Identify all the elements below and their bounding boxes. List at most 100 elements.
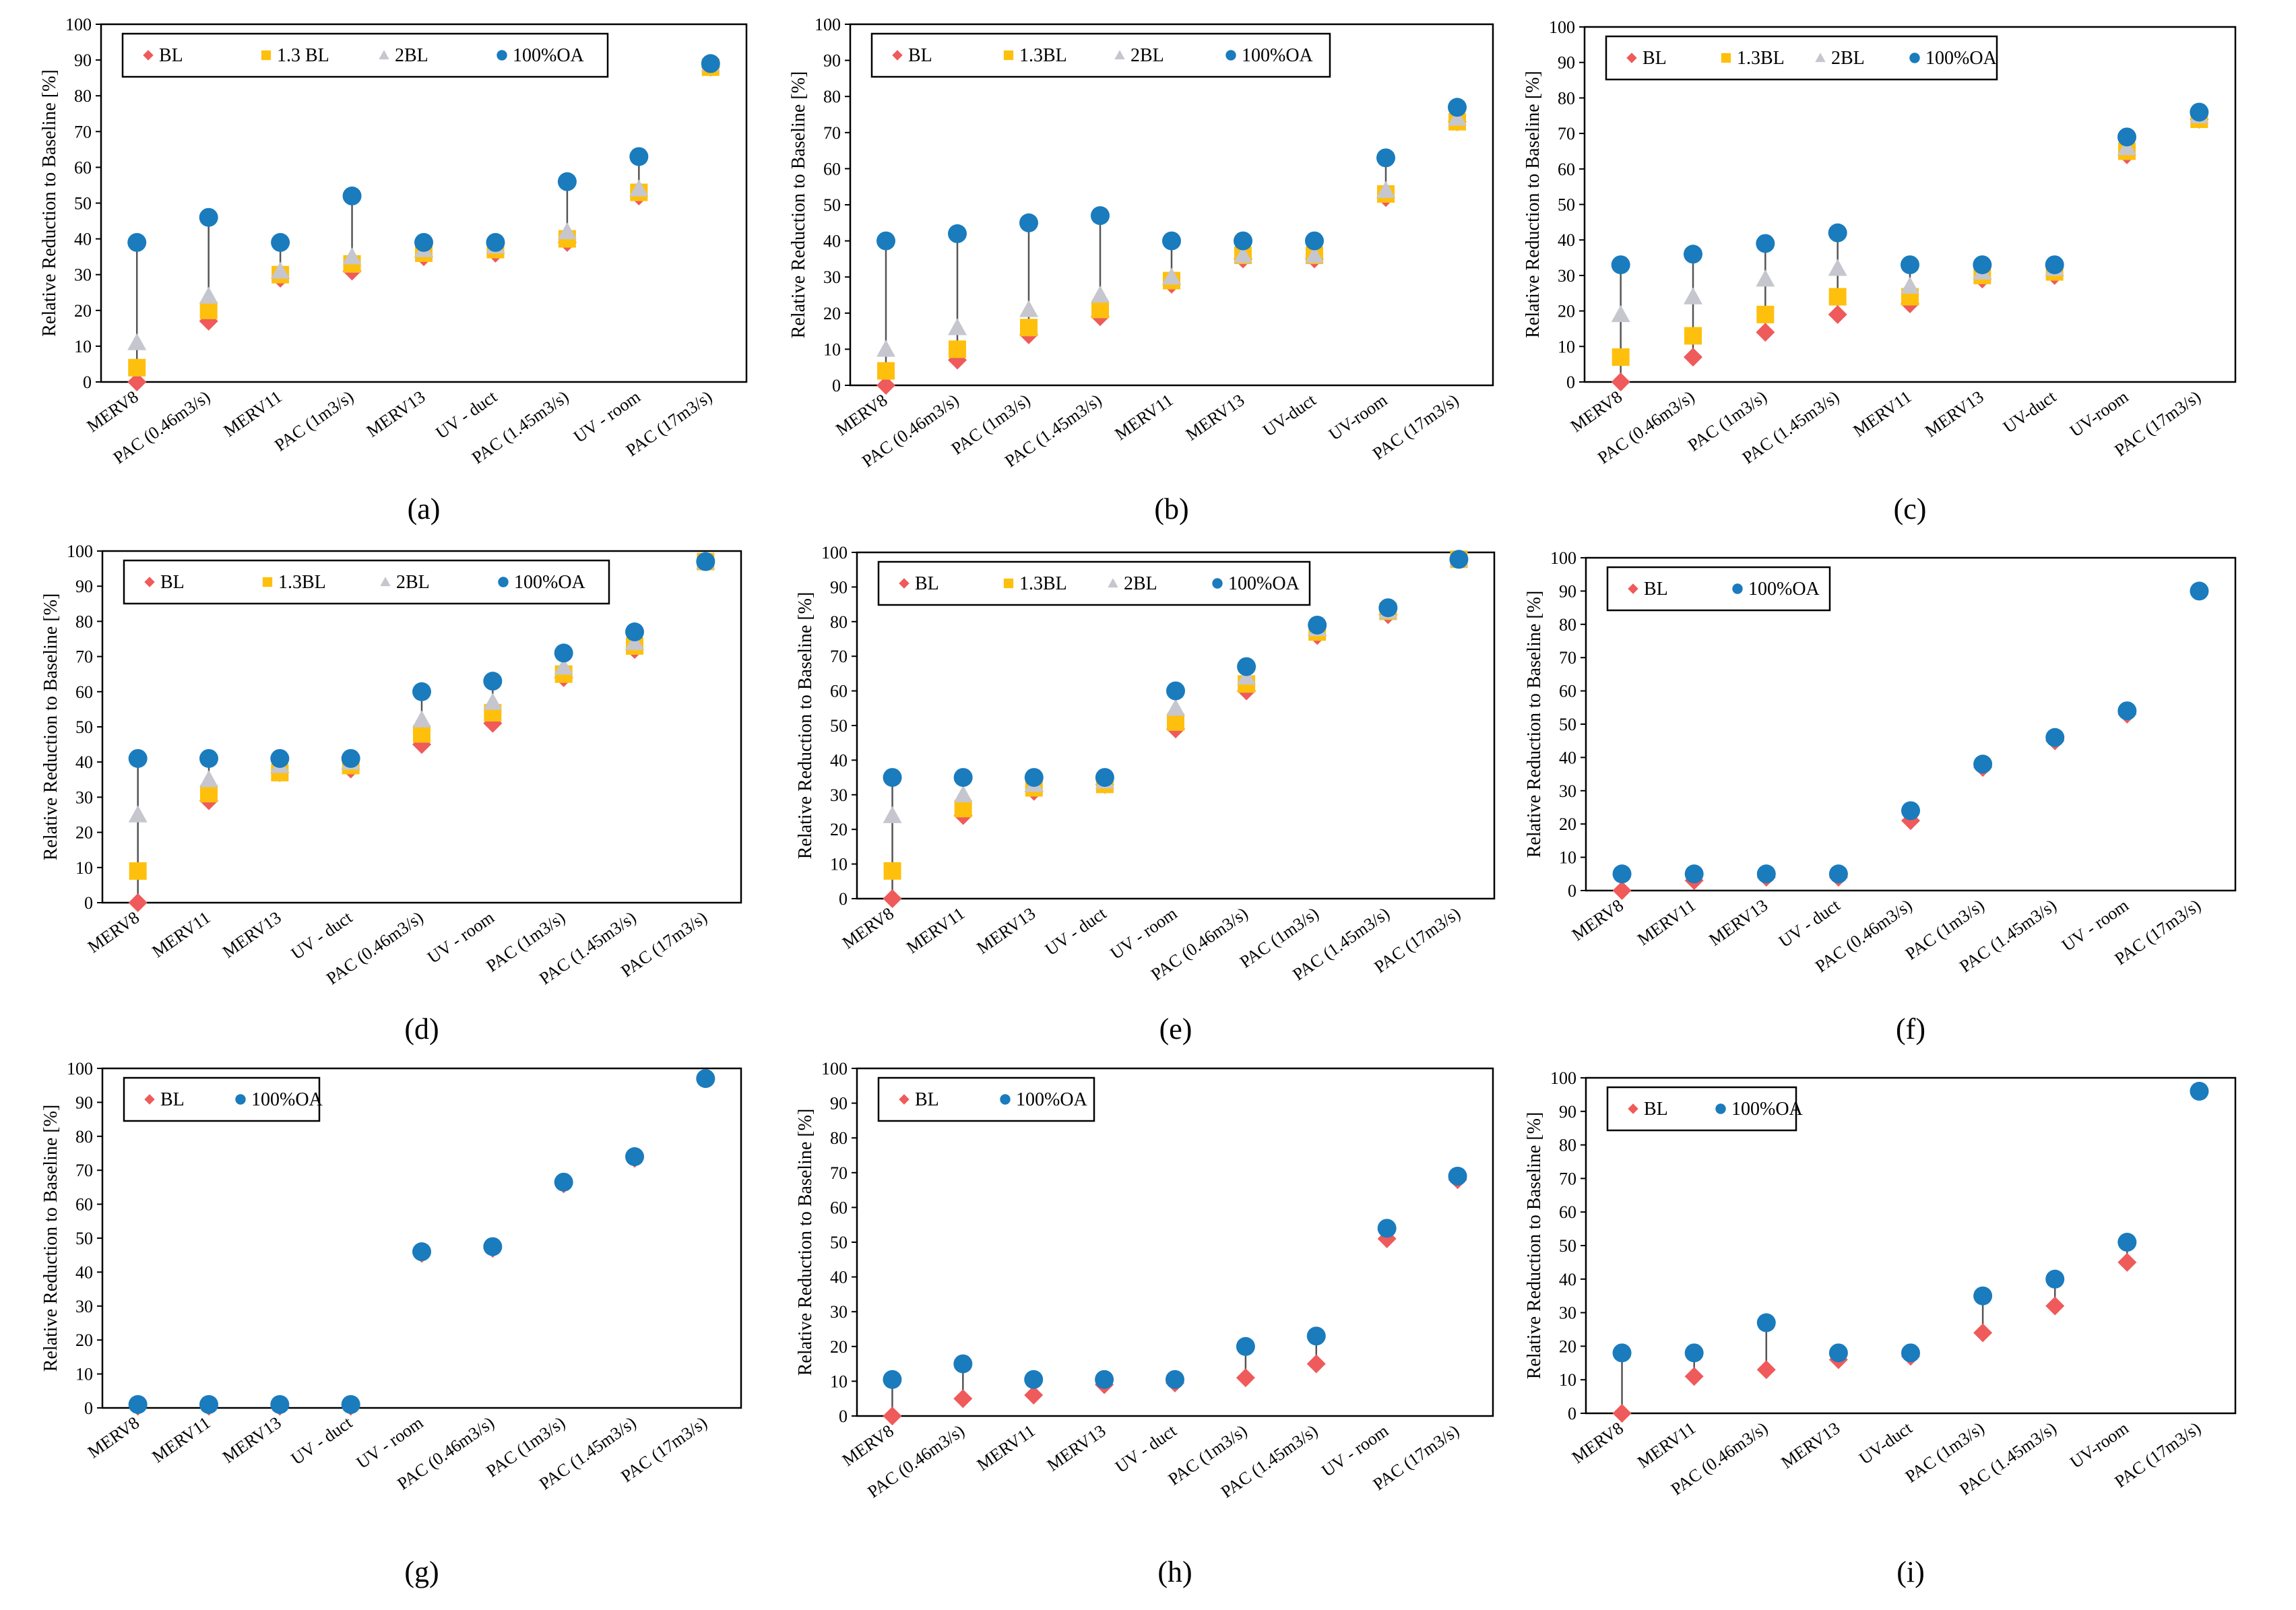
data-point-bl <box>1236 1368 1255 1388</box>
y-tick-label: 80 <box>1558 88 1575 108</box>
x-tick-label: MERV11 <box>1111 390 1176 444</box>
y-tick-label: 70 <box>1559 1169 1576 1188</box>
legend-marker <box>1628 1103 1638 1114</box>
data-point-100oa <box>341 748 360 768</box>
legend-marker <box>262 577 273 587</box>
data-point-100oa <box>414 232 433 252</box>
y-tick-label: 60 <box>75 682 93 702</box>
chart-panel-g: 0 10 20 30 40 50 60 70 80 90 100 Relative Reduction… <box>40 1059 742 1588</box>
legend-label: 100%OA <box>1925 48 1998 69</box>
legend-label: 1.3BL <box>1019 45 1067 66</box>
y-tick-label: 30 <box>75 787 93 807</box>
y-tick-label: 90 <box>75 1093 93 1112</box>
x-tick-label: UV-room <box>2066 1418 2132 1472</box>
y-tick-label: 100 <box>815 15 841 34</box>
y-tick-label: 70 <box>75 647 93 667</box>
panel-caption: (h) <box>1157 1555 1192 1588</box>
y-tick-label: 60 <box>823 159 841 179</box>
y-tick-label: 80 <box>74 86 92 106</box>
data-point-2bl <box>554 657 573 675</box>
data-point-2bl <box>1376 181 1395 198</box>
panel-caption: (e) <box>1159 1012 1192 1045</box>
data-point-100oa <box>1306 1326 1326 1346</box>
legend-label: 1.3BL <box>1019 573 1067 594</box>
data-point-2bl <box>342 247 362 265</box>
legend-marker <box>235 1094 246 1105</box>
data-point-100oa <box>2117 1233 2137 1252</box>
y-tick-label: 30 <box>1559 781 1576 801</box>
y-tick-label: 10 <box>75 858 93 878</box>
data-point-100oa <box>1162 231 1181 251</box>
y-axis-label: Relative Reduction to Baseline [%] <box>40 593 61 861</box>
legend-marker <box>380 577 391 587</box>
data-point-100oa <box>1448 98 1467 117</box>
data-point-bl <box>1611 373 1630 391</box>
data-point-100oa <box>341 1394 360 1414</box>
y-tick-label: 70 <box>830 1163 848 1183</box>
legend-marker <box>379 50 389 60</box>
legend-box <box>1606 566 1831 612</box>
legend-marker <box>1715 1103 1726 1114</box>
legend-label: 100%OA <box>513 45 585 66</box>
y-tick-label: 70 <box>75 1161 93 1180</box>
legend-marker <box>1212 578 1223 589</box>
y-tick-label: 90 <box>74 51 92 70</box>
data-point-13bl <box>1684 327 1702 345</box>
legend-label: 1.3BL <box>278 572 326 593</box>
data-point-100oa <box>1237 657 1256 676</box>
y-tick-label: 70 <box>1559 648 1576 668</box>
y-tick-label: 90 <box>830 577 848 597</box>
legend-marker <box>899 578 910 589</box>
data-point-100oa <box>696 1069 715 1089</box>
panel-caption: (f) <box>1896 1012 1925 1045</box>
x-tick-label: MERV13 <box>1778 1418 1844 1473</box>
data-point-100oa <box>1901 1343 1920 1363</box>
data-point-2bl <box>1305 246 1324 263</box>
x-tick-label: UV-duct <box>1259 390 1320 441</box>
y-tick-label: 90 <box>1559 581 1576 601</box>
data-point-bl <box>1756 323 1775 342</box>
data-point-2bl <box>1166 699 1185 716</box>
data-point-bl <box>883 1407 902 1425</box>
chart-panel-b: 0 10 20 30 40 50 60 70 80 90 100 Relative Reduction… <box>788 15 1494 525</box>
panel-caption: (a) <box>408 492 441 525</box>
y-tick-label: 60 <box>830 682 848 701</box>
data-point-100oa <box>1901 801 1920 820</box>
y-axis-label: Relative Reduction to Baseline [%] <box>795 592 816 860</box>
x-tick-label: MERV8 <box>84 387 142 436</box>
legend-label: BL <box>159 45 183 66</box>
data-point-100oa <box>1377 1219 1397 1238</box>
data-point-2bl <box>1019 300 1038 317</box>
legend-marker <box>143 50 154 61</box>
y-tick-label: 10 <box>1558 337 1575 356</box>
legend-marker <box>144 577 155 587</box>
data-point-100oa <box>554 1172 573 1192</box>
x-tick-label: UV - duct <box>1042 903 1110 960</box>
data-point-bl <box>1684 1367 1704 1386</box>
y-axis-label: Relative Reduction to Baseline [%] <box>39 69 60 337</box>
y-tick-label: 50 <box>1559 1236 1576 1256</box>
data-point-13bl <box>949 340 966 358</box>
data-point-2bl <box>2117 138 2136 156</box>
legend-marker <box>1815 53 1826 63</box>
data-point-2bl <box>1611 304 1630 323</box>
data-point-2bl <box>883 806 902 823</box>
data-point-100oa <box>1973 754 1993 774</box>
data-point-2bl <box>128 805 148 823</box>
data-point-bl <box>1756 1360 1776 1380</box>
x-tick-label: MERV8 <box>1568 895 1627 944</box>
data-point-100oa <box>1091 206 1110 226</box>
x-tick-label: MERV13 <box>1921 387 1987 441</box>
x-tick-label: UV - duct <box>288 907 356 964</box>
x-tick-label: MERV8 <box>1568 1418 1627 1467</box>
y-tick-label: 0 <box>84 893 93 913</box>
data-point-100oa <box>483 1237 503 1256</box>
y-tick-label: 40 <box>1559 1270 1576 1289</box>
data-point-2bl <box>199 770 218 787</box>
data-point-100oa <box>1308 615 1327 635</box>
y-tick-label: 50 <box>74 194 92 214</box>
y-tick-label: 70 <box>1558 124 1575 143</box>
data-point-100oa <box>127 232 147 252</box>
data-point-bl <box>876 376 895 395</box>
y-tick-label: 80 <box>830 612 848 632</box>
